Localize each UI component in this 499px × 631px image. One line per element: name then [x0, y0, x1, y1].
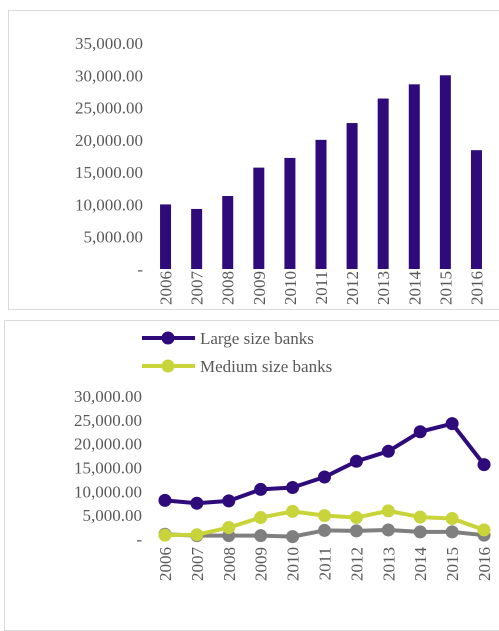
bar: [253, 167, 265, 269]
x-tick-label: 2008: [220, 547, 239, 581]
bar: [284, 157, 296, 269]
x-tick-label: 2012: [343, 271, 362, 305]
y-tick-label: 30,000.00: [74, 387, 142, 406]
data-point: [318, 523, 331, 537]
data-point: [381, 504, 395, 518]
data-point: [254, 511, 268, 525]
x-tick-label: 2009: [252, 547, 271, 581]
bar: [439, 75, 451, 270]
data-point: [158, 528, 172, 542]
bar: [315, 139, 327, 269]
data-point: [286, 504, 300, 518]
y-tick-label: 20,000.00: [74, 435, 142, 454]
y-tick-label: 25,000.00: [75, 99, 143, 118]
legend-marker: [161, 359, 175, 373]
data-point: [413, 525, 427, 539]
bar: [470, 150, 482, 269]
x-tick-label: 2006: [157, 271, 176, 305]
series-line: [164, 421, 486, 506]
x-tick-label: 2011: [312, 271, 331, 304]
data-point: [286, 530, 300, 544]
x-tick-label: 2013: [379, 547, 398, 581]
bar: [346, 123, 358, 269]
x-tick-label: 2007: [188, 271, 207, 306]
x-tick-label: 2006: [156, 547, 175, 581]
data-point: [318, 509, 331, 523]
legend-label: Medium size banks: [200, 357, 332, 376]
bar-chart-panel: - 5,000.00 10,000.00 15,000.00 20,000.00 25,0…: [8, 10, 499, 310]
x-tick-label: 2010: [284, 547, 303, 581]
y-tick-label: -: [137, 260, 143, 279]
x-tick-label: 2008: [219, 271, 238, 305]
y-tick-label: 5,000.00: [84, 228, 144, 247]
data-point: [445, 512, 459, 526]
legend-label: Large size banks: [200, 329, 314, 348]
data-point: [413, 425, 427, 439]
data-point: [477, 523, 491, 537]
data-point: [477, 458, 491, 472]
y-tick-label: 15,000.00: [75, 163, 143, 182]
y-tick-label: 20,000.00: [75, 131, 143, 150]
line-chart-panel: Large size banks Medium size banks - 5,000.…: [4, 320, 499, 631]
data-point: [222, 494, 236, 508]
y-tick-label: 35,000.00: [75, 34, 143, 53]
data-point: [190, 528, 204, 542]
bar-chart: - 5,000.00 10,000.00 15,000.00 20,000.00 25,0…: [75, 34, 486, 306]
y-tick-label: 10,000.00: [75, 195, 143, 214]
data-point: [445, 525, 459, 539]
x-tick-label: 2013: [374, 271, 393, 305]
data-point: [254, 482, 268, 496]
data-point: [349, 524, 363, 538]
data-point: [190, 496, 204, 510]
y-tick-label: 25,000.00: [74, 411, 142, 430]
data-point: [445, 417, 459, 431]
x-tick-label: 2007: [188, 547, 207, 582]
bar: [160, 204, 172, 269]
x-tick-label: 2014: [405, 271, 424, 306]
line-chart: Large size banks Medium size banks - 5,000.…: [74, 329, 494, 582]
bar: [191, 208, 203, 269]
y-tick-label: 5,000.00: [83, 506, 143, 525]
data-point: [286, 481, 300, 495]
x-tick-label: 2016: [475, 547, 494, 581]
y-tick-label: 10,000.00: [74, 482, 142, 501]
data-point: [349, 454, 363, 468]
x-tick-label: 2011: [316, 547, 335, 580]
legend-marker: [161, 331, 175, 345]
bar: [377, 98, 389, 269]
data-point: [413, 510, 427, 524]
y-tick-label: 15,000.00: [74, 459, 142, 478]
x-tick-label: 2012: [347, 547, 366, 581]
data-point: [222, 521, 236, 535]
bar: [222, 196, 234, 269]
x-tick-label: 2016: [467, 271, 486, 305]
data-point: [381, 523, 395, 537]
x-tick-label: 2014: [411, 547, 430, 582]
y-tick-label: -: [136, 530, 142, 549]
y-tick-label: 30,000.00: [75, 66, 143, 85]
x-tick-label: 2009: [250, 271, 269, 305]
bar: [408, 84, 420, 269]
data-point: [349, 511, 363, 525]
x-tick-label: 2015: [436, 271, 455, 305]
data-point: [318, 470, 331, 484]
data-point: [381, 444, 395, 458]
x-tick-label: 2015: [443, 547, 462, 581]
x-tick-label: 2010: [281, 271, 300, 305]
data-point: [254, 529, 268, 543]
data-point: [158, 493, 172, 507]
